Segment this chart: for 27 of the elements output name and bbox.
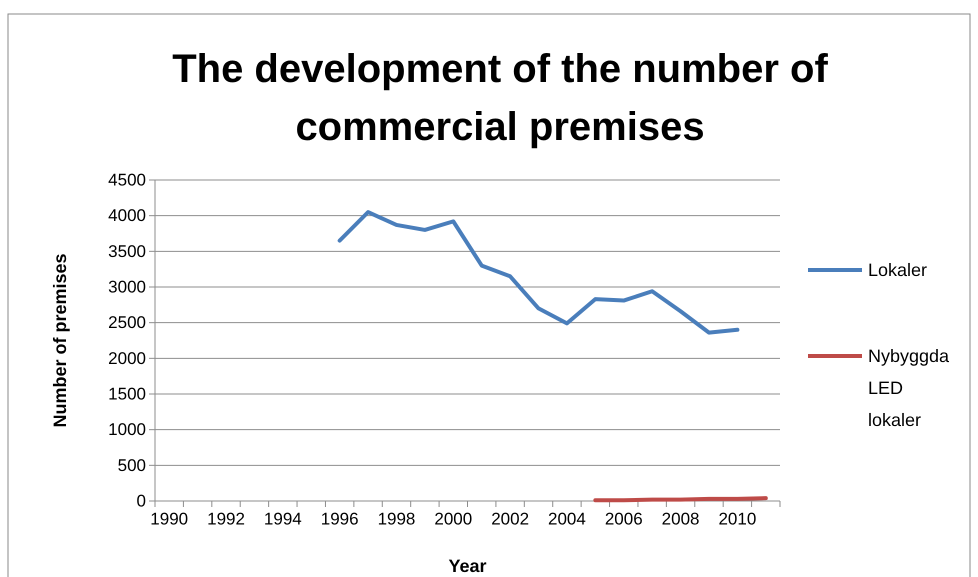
x-tick-label: 2008 [662,509,700,528]
y-tick-label: 2000 [108,348,146,368]
x-tick-label: 2006 [604,509,643,528]
x-tick-label: 1992 [207,509,245,528]
y-tick-label: 1500 [108,384,146,404]
x-axis-title: Year [448,556,487,576]
x-tick-label: 1990 [150,509,188,528]
y-tick-label: 3000 [108,277,146,296]
line-series [338,210,740,335]
y-tick-label: 4500 [108,170,146,190]
x-tick-label: 1994 [264,509,302,528]
x-tick-label: 1998 [378,509,416,528]
x-tick-label: 2002 [491,509,530,528]
legend-label: Lokaler [868,260,928,280]
y-tick-label: 4000 [108,206,146,226]
y-tick-label: 0 [136,491,146,510]
chart-title: The development of the number of commercial premises [172,47,828,149]
x-tick-label: 2004 [548,509,586,528]
x-tick-label: 2000 [434,509,472,528]
y-tick-label: 500 [118,456,146,475]
y-tick-label: 2500 [108,313,146,332]
legend-label: Nybyggda LED lokaler [868,346,950,430]
x-tick-label: 1996 [320,509,359,528]
y-tick-label: 3500 [108,242,146,261]
y-tick-label: 1000 [108,420,146,440]
y-axis-title: Number of premises [50,253,70,428]
x-tick-label: 2010 [718,509,756,528]
